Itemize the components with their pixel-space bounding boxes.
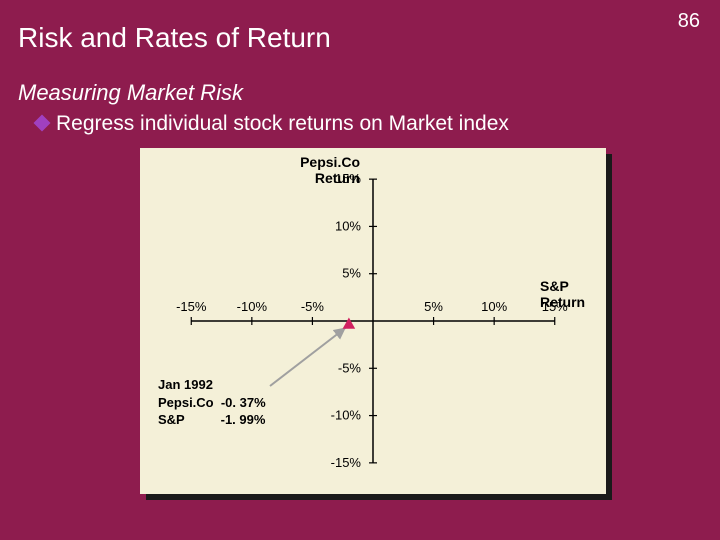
svg-text:-15%: -15% <box>331 455 362 470</box>
chart-svg: -15%-10%-5%5%10%15%-15%-10%-5%5%10%15% <box>140 148 606 494</box>
svg-text:-5%: -5% <box>301 299 325 314</box>
subtitle: Measuring Market Risk <box>18 80 243 106</box>
y-axis-title: Pepsi.Co Return <box>290 154 360 186</box>
slide: 86 Risk and Rates of Return Measuring Ma… <box>0 0 720 540</box>
svg-text:5%: 5% <box>424 299 443 314</box>
bullet-text: Regress individual stock returns on Mark… <box>56 112 509 136</box>
svg-text:-10%: -10% <box>331 408 362 423</box>
x-axis-title-line2: Return <box>540 294 585 310</box>
page-number: 86 <box>678 10 700 33</box>
page-title: Risk and Rates of Return <box>18 22 331 54</box>
svg-text:-15%: -15% <box>176 299 207 314</box>
data-line3: S&P -1. 99% <box>158 411 266 429</box>
svg-text:5%: 5% <box>342 266 361 281</box>
svg-text:-5%: -5% <box>338 360 362 375</box>
y-axis-title-line2: Return <box>290 170 360 186</box>
chart-container: -15%-10%-5%5%10%15%-15%-10%-5%5%10%15% P… <box>140 148 612 500</box>
x-axis-title: S&P Return <box>540 278 585 310</box>
y-axis-title-line1: Pepsi.Co <box>290 154 360 170</box>
svg-text:10%: 10% <box>335 218 361 233</box>
data-line2: Pepsi.Co -0. 37% <box>158 394 266 412</box>
svg-text:10%: 10% <box>481 299 507 314</box>
x-axis-title-line1: S&P <box>540 278 585 294</box>
data-annotation: Jan 1992 Pepsi.Co -0. 37% S&P -1. 99% <box>158 376 266 429</box>
bullet-row: Regress individual stock returns on Mark… <box>36 112 509 136</box>
data-line1: Jan 1992 <box>158 376 266 394</box>
svg-text:-10%: -10% <box>237 299 268 314</box>
diamond-icon <box>34 115 51 132</box>
